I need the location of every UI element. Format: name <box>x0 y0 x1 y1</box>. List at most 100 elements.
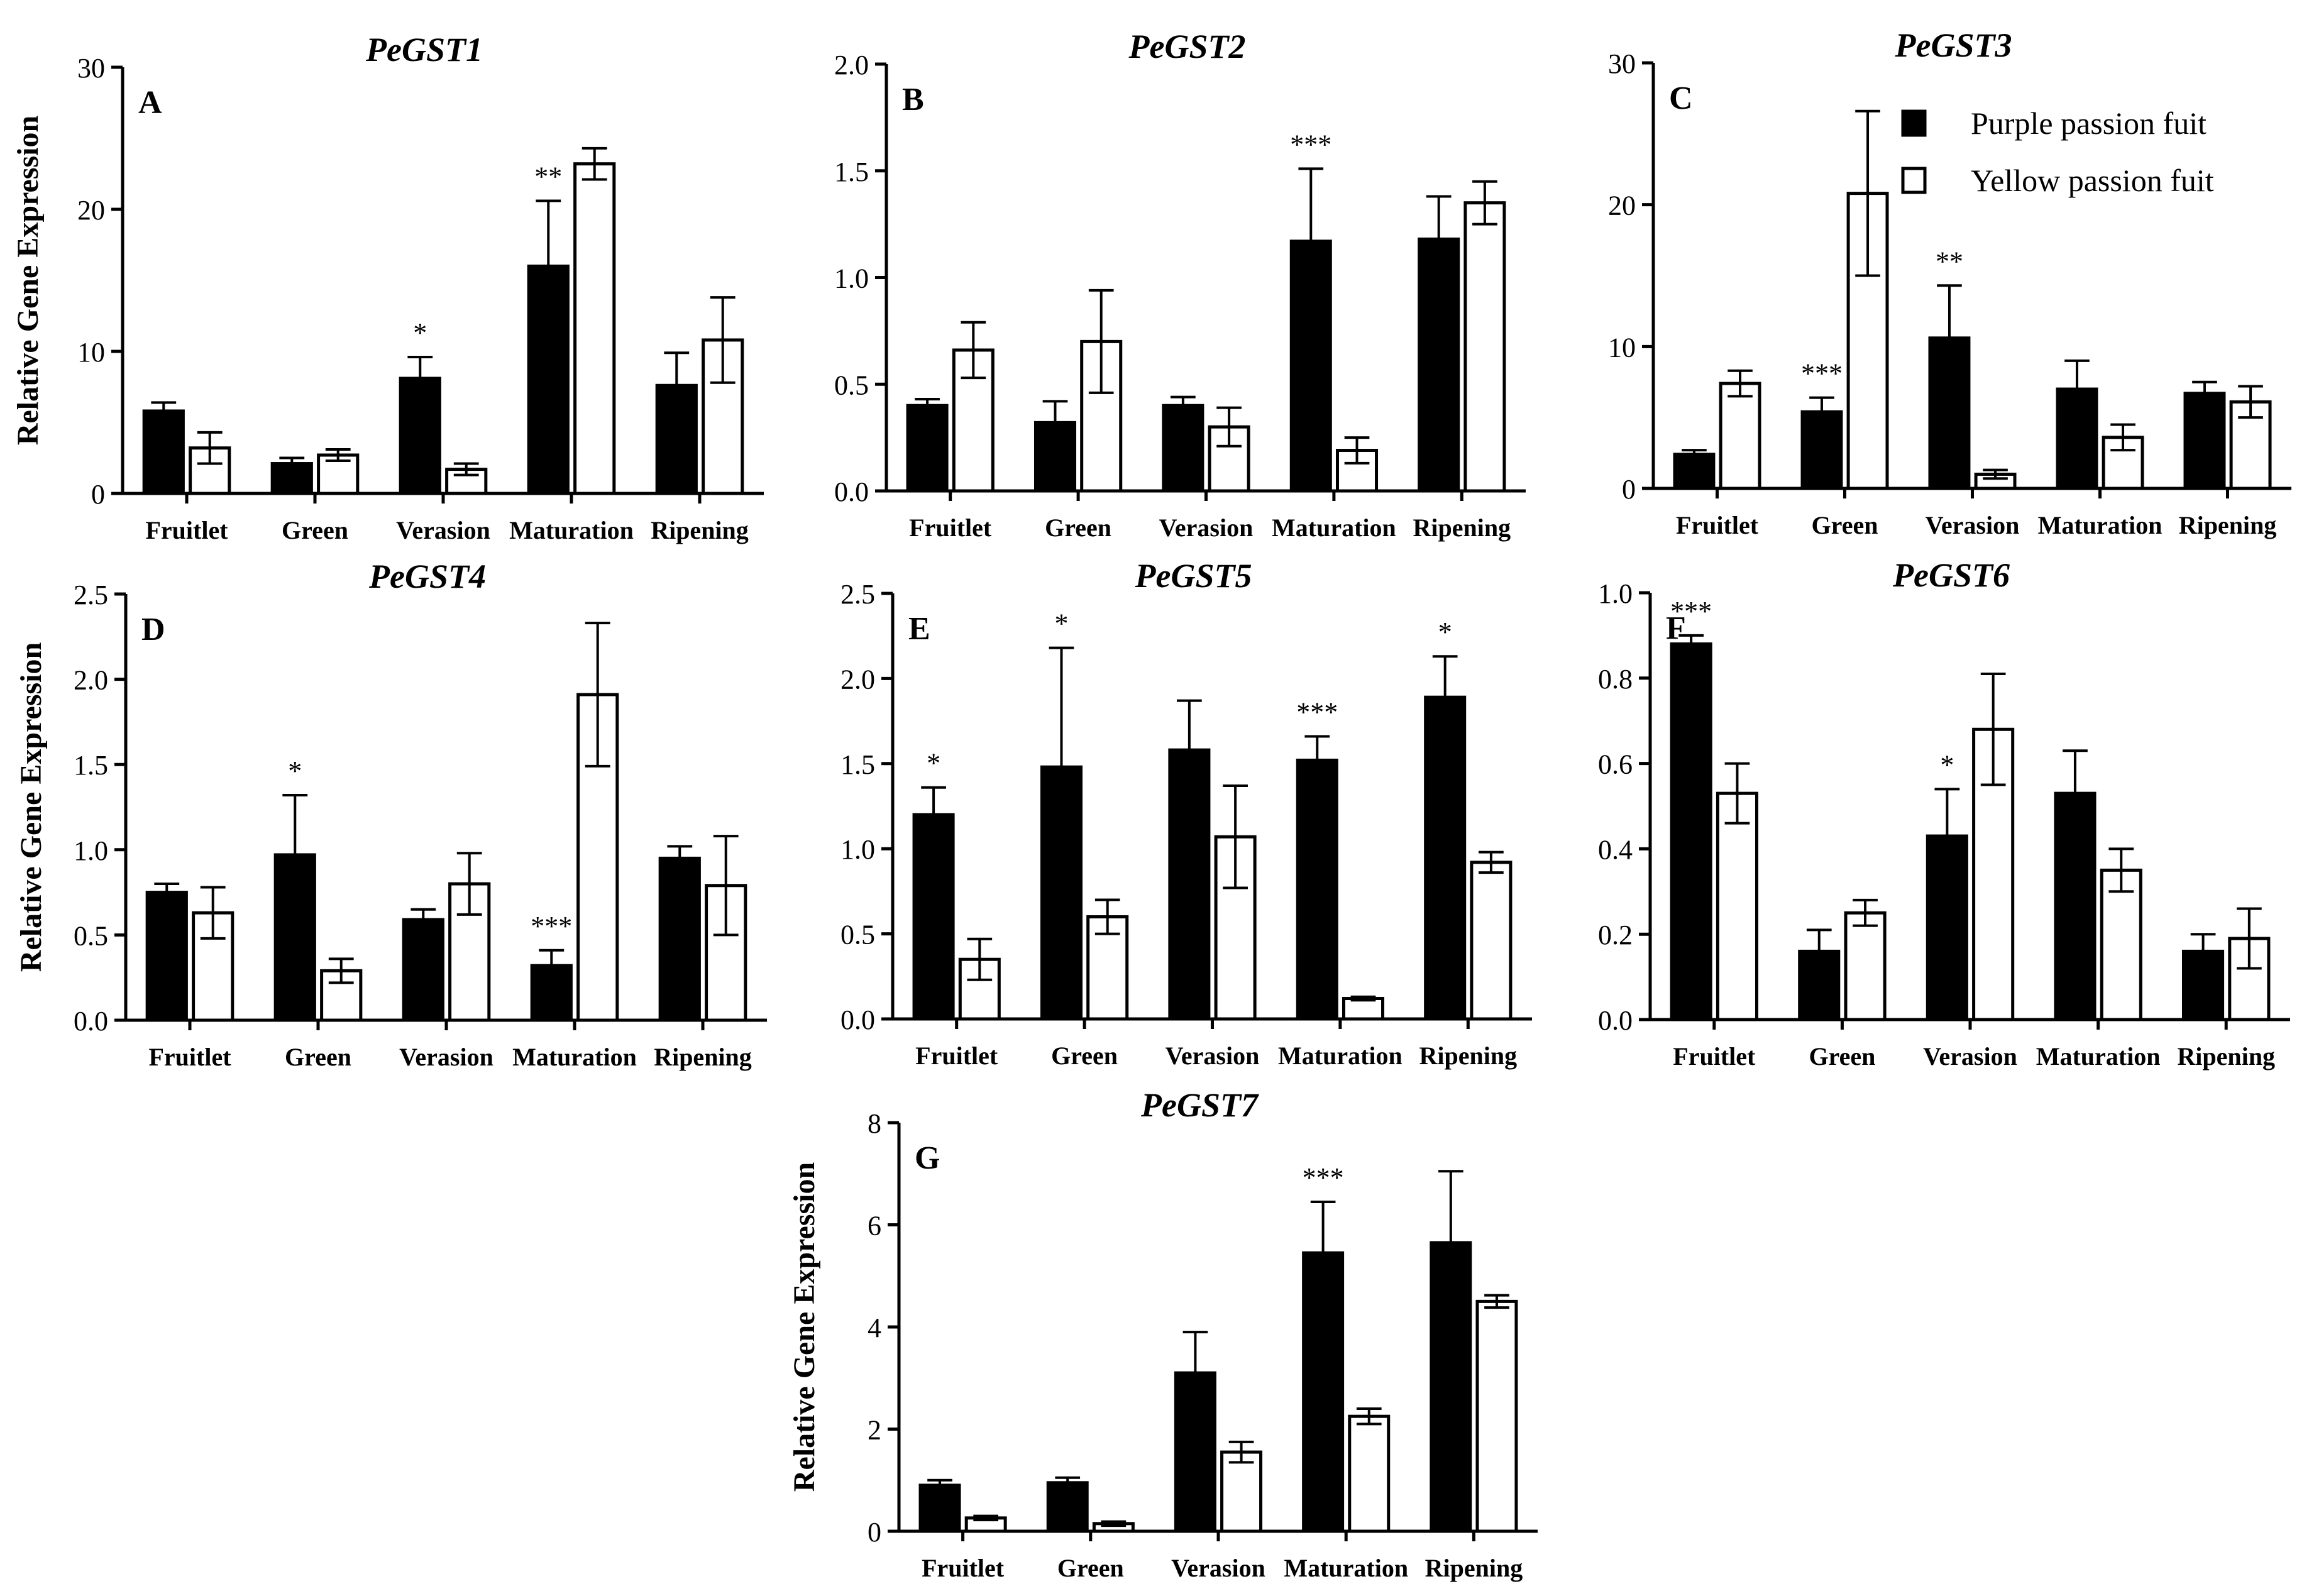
legend: Purple passion fuit Yellow passion fuit <box>1901 106 2214 198</box>
significance-label: ** <box>1936 246 1963 277</box>
panel-title: PeGST2 <box>1128 28 1246 65</box>
bar-yellow <box>1208 425 1250 493</box>
bar-purple <box>1174 1371 1216 1533</box>
significance-label: *** <box>531 911 572 942</box>
y-tick-label: 2 <box>868 1415 881 1446</box>
bar-purple <box>1040 765 1083 1021</box>
x-tick-label: Maturation <box>1278 1042 1402 1070</box>
x-tick-label: Ripening <box>2177 1042 2275 1070</box>
y-tick-label: 1.5 <box>74 750 108 781</box>
panel-A: 0 10 20 30 Relative Gene Expression PeGST1 A Fr… <box>11 31 764 544</box>
panel-title: PeGST5 <box>1135 557 1252 595</box>
bar-yellow <box>1463 201 1506 493</box>
panel-letter: B <box>902 82 924 118</box>
bar-purple <box>1168 748 1211 1021</box>
bar-purple <box>1670 642 1712 1021</box>
y-tick-label: 0.8 <box>1598 664 1633 695</box>
bar-yellow <box>1220 1450 1263 1533</box>
significance-label: *** <box>1670 596 1712 627</box>
y-tick-label: 2.0 <box>74 665 108 696</box>
bar-yellow <box>192 911 234 1022</box>
bar-purple <box>1162 404 1204 493</box>
bar-yellow <box>573 162 616 495</box>
panel-letter: F <box>1666 610 1686 646</box>
bar-yellow <box>1348 1414 1391 1533</box>
y-tick-label: 30 <box>1608 48 1636 79</box>
bar-purple <box>1926 834 1968 1021</box>
panel-title: PeGST7 <box>1140 1086 1259 1124</box>
bar-purple <box>2054 791 2097 1021</box>
y-tick-label: 10 <box>1608 332 1636 363</box>
y-tick-label: 2.5 <box>840 579 875 610</box>
x-tick-label: Green <box>285 1043 351 1071</box>
bar-yellow <box>1475 1299 1518 1533</box>
bar-purple <box>1800 410 1843 490</box>
panel-G: 0 2 4 6 8 Relative Gene Expression PeGST7 G Frui… <box>788 1086 1538 1582</box>
bar-yellow <box>1470 861 1513 1021</box>
panel-letter: C <box>1669 80 1693 116</box>
y-tick-label: 1.0 <box>840 834 875 865</box>
y-tick-label: 0 <box>868 1517 881 1548</box>
x-tick-label: Ripening <box>1425 1554 1523 1582</box>
significance-label: *** <box>1296 696 1338 727</box>
y-tick-label: 6 <box>868 1211 881 1241</box>
bar-yellow <box>1844 911 1887 1021</box>
x-tick-label: Green <box>1045 514 1111 542</box>
bar-purple <box>1296 758 1338 1021</box>
y-axis-label: Relative Gene Expression <box>788 1162 821 1492</box>
significance-label: * <box>413 317 427 348</box>
x-tick-label: Verasion <box>1166 1042 1260 1070</box>
bar-purple <box>402 918 444 1022</box>
panel-title: PeGST6 <box>1892 556 2010 594</box>
bar-purple <box>2056 387 2098 490</box>
panel-F: 0.0 0.2 0.4 0.6 0.8 1.0 PeGST6 F Fruitlet *** Gree… <box>1598 556 2290 1070</box>
panel-letter: D <box>141 612 165 647</box>
y-tick-label: 10 <box>77 337 105 368</box>
panel-letter: A <box>138 85 162 121</box>
y-tick-label: 0.4 <box>1598 834 1633 865</box>
y-tick-label: 0.5 <box>74 920 108 951</box>
x-tick-label: Fruitlet <box>145 516 228 544</box>
y-tick-label: 4 <box>868 1313 881 1343</box>
y-tick-label: 1.5 <box>834 157 869 187</box>
legend-swatch-purple <box>1901 109 1927 137</box>
legend-label-purple: Purple passion fuit <box>1971 106 2207 141</box>
x-tick-label: Maturation <box>2038 511 2163 539</box>
bar-purple <box>906 404 949 493</box>
x-tick-label: Maturation <box>1272 514 1396 542</box>
bar-purple <box>1033 421 1077 493</box>
panel-title: PeGST1 <box>365 31 483 69</box>
x-tick-label: Green <box>1809 1042 1875 1070</box>
y-tick-label: 0.0 <box>74 1006 108 1037</box>
panel-title: PeGST4 <box>368 558 486 595</box>
y-tick-label: 2.5 <box>74 580 108 610</box>
y-tick-label: 0.0 <box>840 1004 875 1035</box>
x-tick-label: Ripening <box>1413 514 1511 542</box>
x-tick-label: Maturation <box>1284 1554 1408 1582</box>
x-tick-label: Green <box>1057 1554 1124 1582</box>
x-tick-label: Maturation <box>509 516 634 544</box>
panel-D: 0.0 0.5 1.0 1.5 2.0 2.5 Relative Gene Expressi… <box>14 558 767 1071</box>
x-tick-label: Verasion <box>1171 1554 1265 1582</box>
x-tick-label: Green <box>1812 511 1878 539</box>
panel-letter: E <box>908 611 930 647</box>
x-tick-label: Verasion <box>1926 511 2020 539</box>
x-tick-label: Verasion <box>1923 1042 2017 1070</box>
y-tick-label: 20 <box>77 195 105 226</box>
significance-label: * <box>1940 749 1954 780</box>
y-axis-label: Relative Gene Expression <box>11 116 45 445</box>
y-axis-label: Relative Gene Expression <box>14 642 48 972</box>
bar-yellow <box>1719 382 1761 490</box>
bar-purple <box>912 813 955 1021</box>
x-tick-label: Fruitlet <box>1673 1042 1756 1070</box>
bar-purple <box>142 409 185 495</box>
x-tick-label: Green <box>282 516 348 544</box>
panel-E: 0.0 0.5 1.0 1.5 2.0 2.5 PeGST5 E Fruitlet * Green *… <box>840 557 1532 1070</box>
significance-label: *** <box>1801 358 1843 389</box>
bar-purple <box>399 377 441 495</box>
significance-label: *** <box>1290 129 1331 160</box>
bar-purple <box>918 1483 961 1533</box>
panel-B: 0.0 0.5 1.0 1.5 2.0 PeGST2 B Fruitlet Green Veras… <box>834 28 1526 542</box>
y-tick-label: 8 <box>868 1108 881 1139</box>
